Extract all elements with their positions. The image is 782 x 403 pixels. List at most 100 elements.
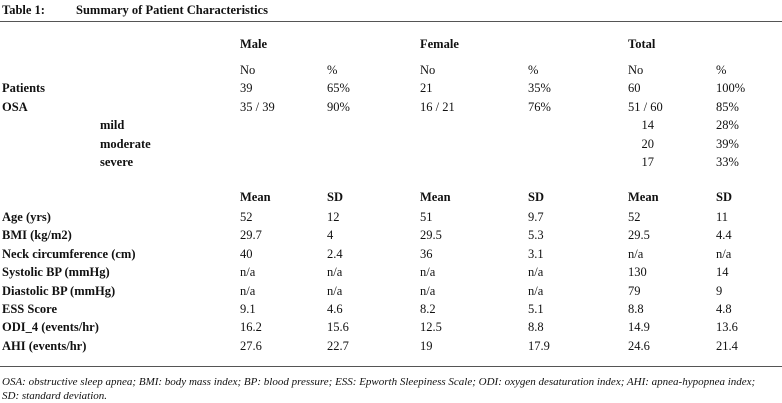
cell: n/a	[240, 283, 256, 298]
cell: 4	[327, 228, 334, 243]
cell: 40	[240, 246, 253, 261]
cell: 100%	[716, 81, 746, 95]
cell: 17.9	[528, 338, 550, 353]
group-header: Female	[420, 37, 459, 51]
cell: 5.3	[528, 228, 544, 243]
cell: 51 / 60	[628, 99, 663, 114]
cell: 8.8	[528, 320, 544, 335]
cell: 36	[420, 246, 433, 261]
column-header: %	[327, 63, 338, 77]
row-label: BMI (kg/m2)	[2, 228, 72, 243]
cell: n/a	[628, 246, 644, 261]
cell: 79	[628, 283, 641, 298]
column-header: No	[240, 63, 256, 77]
cell: 76%	[528, 99, 551, 114]
cell: n/a	[420, 265, 436, 280]
row-label: mild	[100, 118, 125, 132]
cell: 4.8	[716, 302, 732, 316]
cell: n/a	[327, 283, 343, 298]
cell: 9.7	[528, 210, 544, 224]
row-label: Systolic BP (mmHg)	[2, 265, 110, 280]
cell: 60	[628, 81, 641, 95]
cell: 14	[716, 265, 729, 280]
cell: 130	[628, 265, 647, 280]
cell: 20	[641, 136, 655, 151]
cell: 8.2	[420, 302, 436, 316]
cell: n/a	[420, 283, 436, 298]
cell: 4.4	[716, 228, 732, 243]
row-label: Neck circumference (cm)	[2, 246, 136, 261]
row-label: AHI (events/hr)	[2, 338, 87, 353]
cell: 19	[420, 338, 433, 353]
cell: 21	[420, 81, 433, 95]
row-label: ESS Score	[2, 302, 57, 316]
cell: 39	[240, 81, 253, 95]
column-header: %	[528, 63, 539, 77]
row-label: severe	[100, 155, 134, 169]
cell: 35%	[528, 81, 551, 95]
cell: 14.9	[628, 320, 650, 335]
column-header: No	[420, 63, 436, 77]
cell: 29.5	[628, 228, 650, 243]
cell: 3.1	[528, 246, 544, 261]
cell: 15.6	[327, 320, 349, 335]
footnote: OSA: obstructive sleep apnea; BMI: body …	[2, 376, 756, 402]
row-label: OSA	[2, 99, 28, 114]
cell: 17	[641, 155, 655, 169]
row-label: Diastolic BP (mmHg)	[2, 283, 116, 298]
cell: 39%	[716, 136, 739, 151]
bottom-rule	[0, 366, 782, 367]
column-header: %	[716, 63, 727, 77]
cell: 11	[716, 210, 729, 224]
cell: 22.7	[327, 338, 349, 353]
cell: 13.6	[716, 320, 738, 335]
cell: n/a	[716, 246, 732, 261]
cell: 12.5	[420, 320, 442, 335]
cell: 52	[240, 210, 253, 224]
cell: 9	[716, 283, 723, 298]
cell: n/a	[528, 265, 544, 280]
column-header: Mean	[420, 190, 451, 204]
column-header: SD	[716, 190, 732, 204]
cell: 16 / 21	[420, 99, 455, 114]
cell: 85%	[716, 99, 739, 114]
cell: 65%	[327, 81, 350, 95]
cell: n/a	[327, 265, 343, 280]
row-label: ODI_4 (events/hr)	[2, 320, 99, 335]
top-rule	[0, 21, 782, 22]
cell: 52	[628, 210, 641, 224]
cell: 33%	[716, 155, 739, 169]
column-header: Mean	[240, 190, 271, 204]
cell: 14	[641, 118, 655, 132]
cell: 27.6	[240, 338, 262, 353]
cell: 2.4	[327, 246, 343, 261]
column-header: No	[628, 63, 644, 77]
table-title: Summary of Patient Characteristics	[76, 3, 268, 17]
table-label: Table 1:	[2, 3, 45, 17]
cell: 29.5	[420, 228, 442, 243]
cell: 12	[327, 210, 340, 224]
cell: 24.6	[628, 338, 650, 353]
column-header: Mean	[628, 190, 659, 204]
cell: 51	[420, 210, 433, 224]
cell: 16.2	[240, 320, 262, 335]
cell: 21.4	[716, 338, 738, 353]
row-label: Patients	[2, 81, 46, 95]
cell: 5.1	[528, 302, 544, 316]
cell: 8.8	[628, 302, 644, 316]
column-header: SD	[327, 190, 343, 204]
column-header: SD	[528, 190, 544, 204]
cell: 35 / 39	[240, 99, 275, 114]
row-label: moderate	[100, 136, 151, 151]
group-header: Total	[628, 37, 656, 51]
cell: 9.1	[240, 302, 256, 316]
cell: n/a	[528, 283, 544, 298]
cell: 90%	[327, 99, 350, 114]
cell: 4.6	[327, 302, 343, 316]
cell: n/a	[240, 265, 256, 280]
cell: 28%	[716, 118, 739, 132]
row-label: Age (yrs)	[2, 210, 51, 224]
group-header: Male	[240, 37, 268, 51]
cell: 29.7	[240, 228, 262, 243]
